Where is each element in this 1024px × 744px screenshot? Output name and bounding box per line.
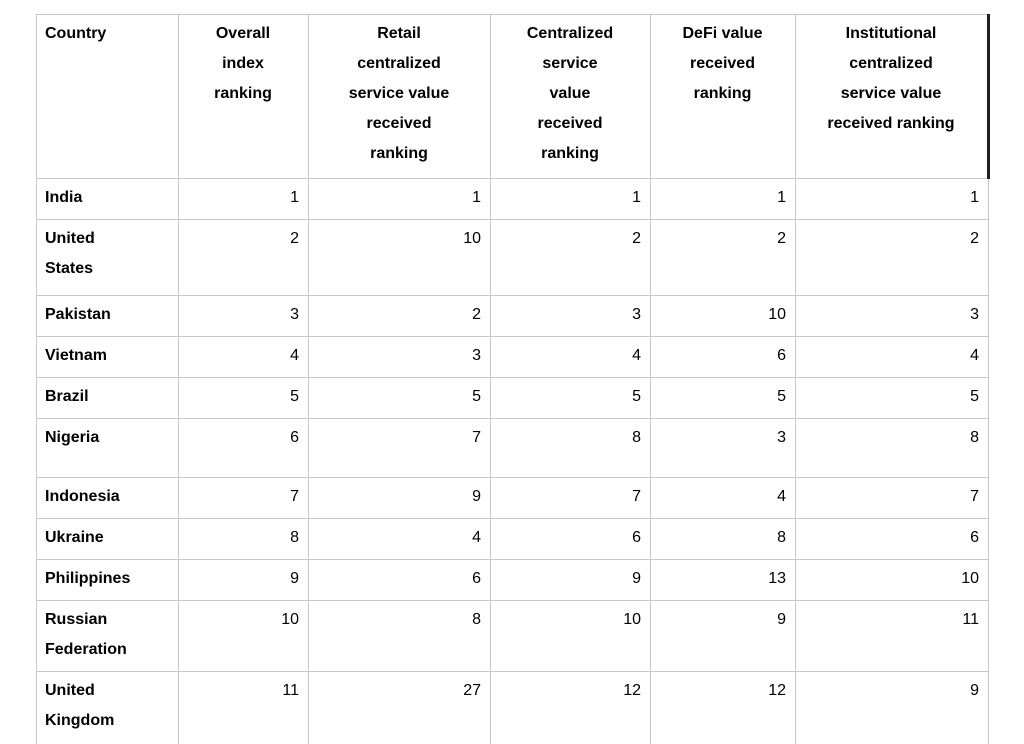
rank-cell: 6 xyxy=(308,559,491,601)
rank-cell: 6 xyxy=(795,518,989,560)
rank-cell: 8 xyxy=(490,418,651,478)
header-cell-centralized: Centralized service value received ranki… xyxy=(490,14,651,179)
rank-cell: 8 xyxy=(795,418,989,478)
rank-cell: 6 xyxy=(650,336,796,378)
rank-cell: 1 xyxy=(490,178,651,220)
rank-cell: 9 xyxy=(178,559,309,601)
rank-cell: 1 xyxy=(308,178,491,220)
rank-cell: 7 xyxy=(308,418,491,478)
rank-cell: 12 xyxy=(650,671,796,744)
rank-cell: 6 xyxy=(178,418,309,478)
rank-cell: 5 xyxy=(650,377,796,419)
rank-cell: 8 xyxy=(308,600,491,672)
table-row: United Kingdom 11 27 12 12 9 xyxy=(36,671,989,744)
rank-cell: 11 xyxy=(795,600,989,672)
rank-cell: 3 xyxy=(308,336,491,378)
rank-cell: 1 xyxy=(178,178,309,220)
country-cell: Russian Federation xyxy=(36,600,179,672)
table-row: Brazil 5 5 5 5 5 xyxy=(36,377,989,419)
header-cell-institutional: Institutional centralized service value … xyxy=(795,14,990,179)
country-cell: Nigeria xyxy=(36,418,179,478)
table-row: Russian Federation 10 8 10 9 11 xyxy=(36,600,989,672)
rank-cell: 8 xyxy=(650,518,796,560)
country-cell: United Kingdom xyxy=(36,671,179,744)
country-cell: Brazil xyxy=(36,377,179,419)
table-row: Pakistan 3 2 3 10 3 xyxy=(36,295,989,337)
rank-cell: 7 xyxy=(795,477,989,519)
rank-cell: 4 xyxy=(308,518,491,560)
table-row: Nigeria 6 7 8 3 8 xyxy=(36,418,989,478)
header-cell-defi: DeFi value received ranking xyxy=(650,14,796,179)
rank-cell: 2 xyxy=(650,219,796,296)
country-cell: Ukraine xyxy=(36,518,179,560)
rank-cell: 8 xyxy=(178,518,309,560)
rank-cell: 9 xyxy=(795,671,989,744)
rank-cell: 2 xyxy=(178,219,309,296)
rank-cell: 6 xyxy=(490,518,651,560)
rank-cell: 4 xyxy=(650,477,796,519)
rank-cell: 2 xyxy=(795,219,989,296)
rank-cell: 12 xyxy=(490,671,651,744)
rank-cell: 9 xyxy=(490,559,651,601)
rank-cell: 4 xyxy=(795,336,989,378)
rank-cell: 5 xyxy=(178,377,309,419)
country-cell: India xyxy=(36,178,179,220)
rank-cell: 5 xyxy=(490,377,651,419)
rank-cell: 3 xyxy=(795,295,989,337)
rank-cell: 3 xyxy=(490,295,651,337)
rank-cell: 13 xyxy=(650,559,796,601)
rank-cell: 2 xyxy=(308,295,491,337)
table-row: Ukraine 8 4 6 8 6 xyxy=(36,518,989,560)
country-cell: Vietnam xyxy=(36,336,179,378)
table-row: United States 2 10 2 2 2 xyxy=(36,219,989,296)
rank-cell: 4 xyxy=(490,336,651,378)
rank-cell: 1 xyxy=(650,178,796,220)
header-cell-overall: Overall index ranking xyxy=(178,14,309,179)
header-cell-country: Country xyxy=(36,14,179,179)
rankings-table: Country Overall index ranking Retail cen… xyxy=(36,14,990,744)
rank-cell: 11 xyxy=(178,671,309,744)
table-row: India 1 1 1 1 1 xyxy=(36,178,989,220)
rank-cell: 4 xyxy=(178,336,309,378)
rank-cell: 27 xyxy=(308,671,491,744)
table-header-row: Country Overall index ranking Retail cen… xyxy=(36,14,990,179)
country-cell: Philippines xyxy=(36,559,179,601)
table-row: Indonesia 7 9 7 4 7 xyxy=(36,477,989,519)
rank-cell: 9 xyxy=(650,600,796,672)
rank-cell: 5 xyxy=(308,377,491,419)
rank-cell: 2 xyxy=(490,219,651,296)
table-row: Vietnam 4 3 4 6 4 xyxy=(36,336,989,378)
rank-cell: 3 xyxy=(178,295,309,337)
rank-cell: 5 xyxy=(795,377,989,419)
rank-cell: 10 xyxy=(795,559,989,601)
header-cell-retail: Retail centralized service value receive… xyxy=(308,14,491,179)
rank-cell: 1 xyxy=(795,178,989,220)
rank-cell: 10 xyxy=(650,295,796,337)
rank-cell: 10 xyxy=(178,600,309,672)
rank-cell: 7 xyxy=(178,477,309,519)
rank-cell: 9 xyxy=(308,477,491,519)
rank-cell: 10 xyxy=(308,219,491,296)
rank-cell: 10 xyxy=(490,600,651,672)
rank-cell: 3 xyxy=(650,418,796,478)
country-cell: Indonesia xyxy=(36,477,179,519)
country-cell: United States xyxy=(36,219,179,296)
rank-cell: 7 xyxy=(490,477,651,519)
table-row: Philippines 9 6 9 13 10 xyxy=(36,559,989,601)
country-cell: Pakistan xyxy=(36,295,179,337)
